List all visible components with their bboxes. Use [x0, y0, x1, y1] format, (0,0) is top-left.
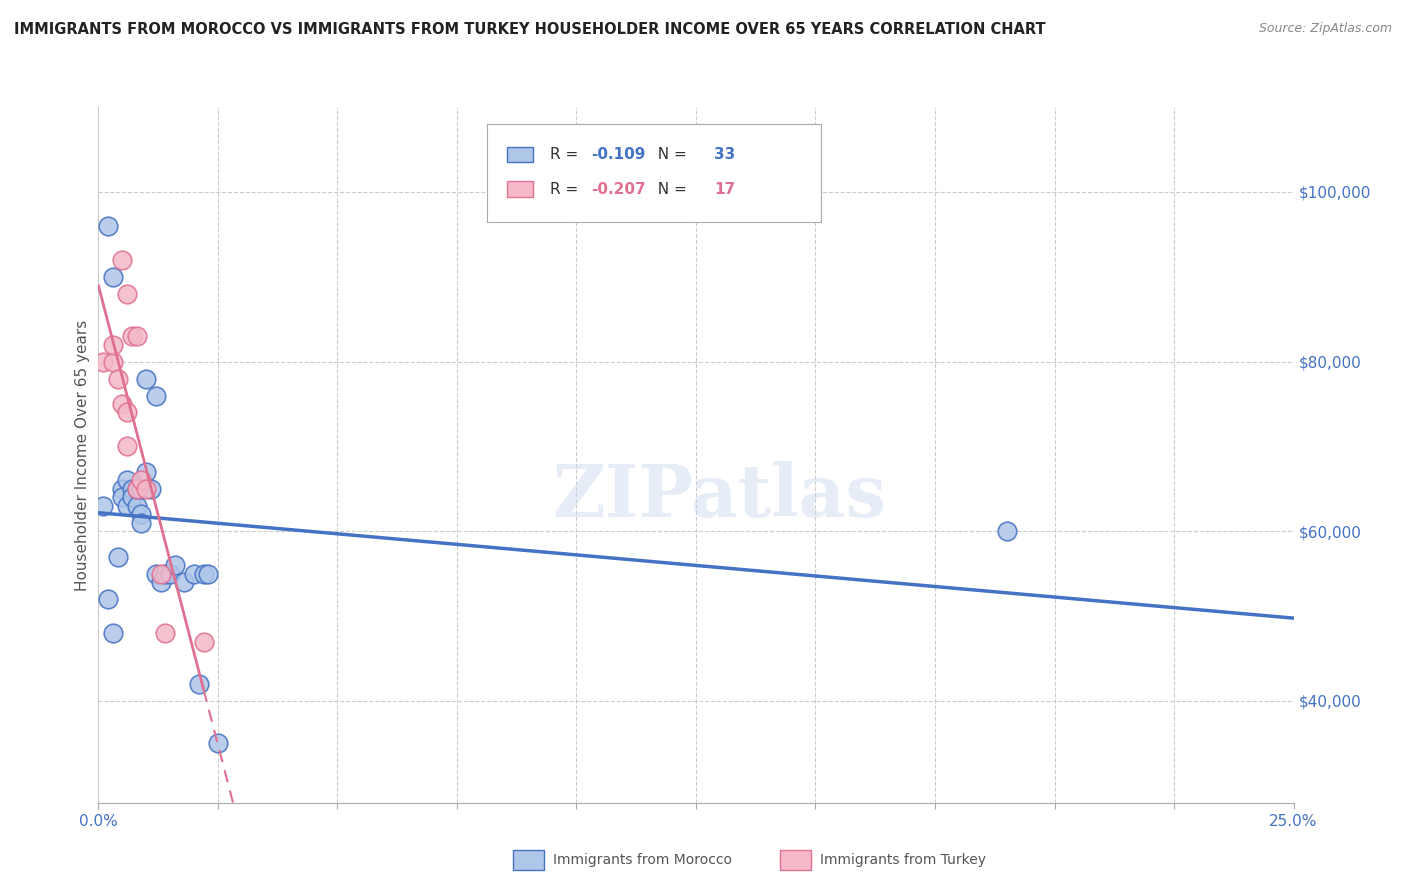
Point: [121, 329, 143, 343]
Text: IMMIGRANTS FROM MOROCCO VS IMMIGRANTS FROM TURKEY HOUSEHOLDER INCOME OVER 65 YEA: IMMIGRANTS FROM MOROCCO VS IMMIGRANTS FR…: [14, 22, 1046, 37]
Text: N =: N =: [648, 147, 692, 161]
Point: [91, 354, 114, 368]
Text: ZIPatlas: ZIPatlas: [553, 461, 887, 533]
Point: [101, 269, 124, 284]
Text: -0.207: -0.207: [591, 182, 645, 196]
Point: [139, 482, 162, 496]
Point: [173, 575, 195, 590]
Point: [125, 482, 148, 496]
Point: [159, 566, 181, 581]
Point: [187, 677, 209, 691]
Point: [131, 508, 153, 522]
Point: [163, 558, 186, 573]
Point: [101, 354, 124, 368]
FancyBboxPatch shape: [508, 146, 533, 162]
Point: [111, 482, 134, 496]
FancyBboxPatch shape: [486, 124, 821, 222]
Point: [115, 439, 138, 453]
Point: [135, 482, 157, 496]
Point: [145, 388, 167, 402]
Point: [125, 499, 148, 513]
Point: [207, 736, 229, 750]
Point: [101, 626, 124, 640]
Point: [197, 566, 219, 581]
Point: [145, 566, 167, 581]
Point: [155, 626, 177, 640]
Point: [193, 566, 215, 581]
Text: R =: R =: [550, 182, 583, 196]
Point: [115, 405, 138, 419]
Point: [97, 219, 120, 233]
FancyBboxPatch shape: [508, 181, 533, 197]
Y-axis label: Householder Income Over 65 years: Householder Income Over 65 years: [75, 319, 90, 591]
Point: [131, 516, 153, 530]
Text: R =: R =: [550, 147, 583, 161]
Point: [115, 474, 138, 488]
Point: [115, 286, 138, 301]
Point: [111, 491, 134, 505]
Point: [125, 482, 148, 496]
Text: Source: ZipAtlas.com: Source: ZipAtlas.com: [1258, 22, 1392, 36]
Point: [111, 252, 134, 267]
Point: [101, 337, 124, 351]
Point: [149, 575, 172, 590]
Point: [111, 397, 134, 411]
Point: [135, 465, 157, 479]
Point: [121, 491, 143, 505]
Point: [107, 371, 129, 385]
Text: Immigrants from Turkey: Immigrants from Turkey: [820, 853, 986, 867]
Text: 17: 17: [714, 182, 735, 196]
Point: [183, 566, 205, 581]
Point: [193, 634, 215, 648]
Text: Immigrants from Morocco: Immigrants from Morocco: [553, 853, 731, 867]
Point: [115, 499, 138, 513]
Point: [135, 371, 157, 385]
Point: [107, 549, 129, 564]
Text: -0.109: -0.109: [591, 147, 645, 161]
Text: 33: 33: [714, 147, 735, 161]
Point: [91, 499, 114, 513]
Text: N =: N =: [648, 182, 692, 196]
Point: [121, 482, 143, 496]
Point: [131, 474, 153, 488]
Point: [155, 566, 177, 581]
Point: [125, 329, 148, 343]
Point: [149, 566, 172, 581]
Point: [995, 524, 1018, 539]
Point: [131, 482, 153, 496]
Point: [97, 592, 120, 607]
